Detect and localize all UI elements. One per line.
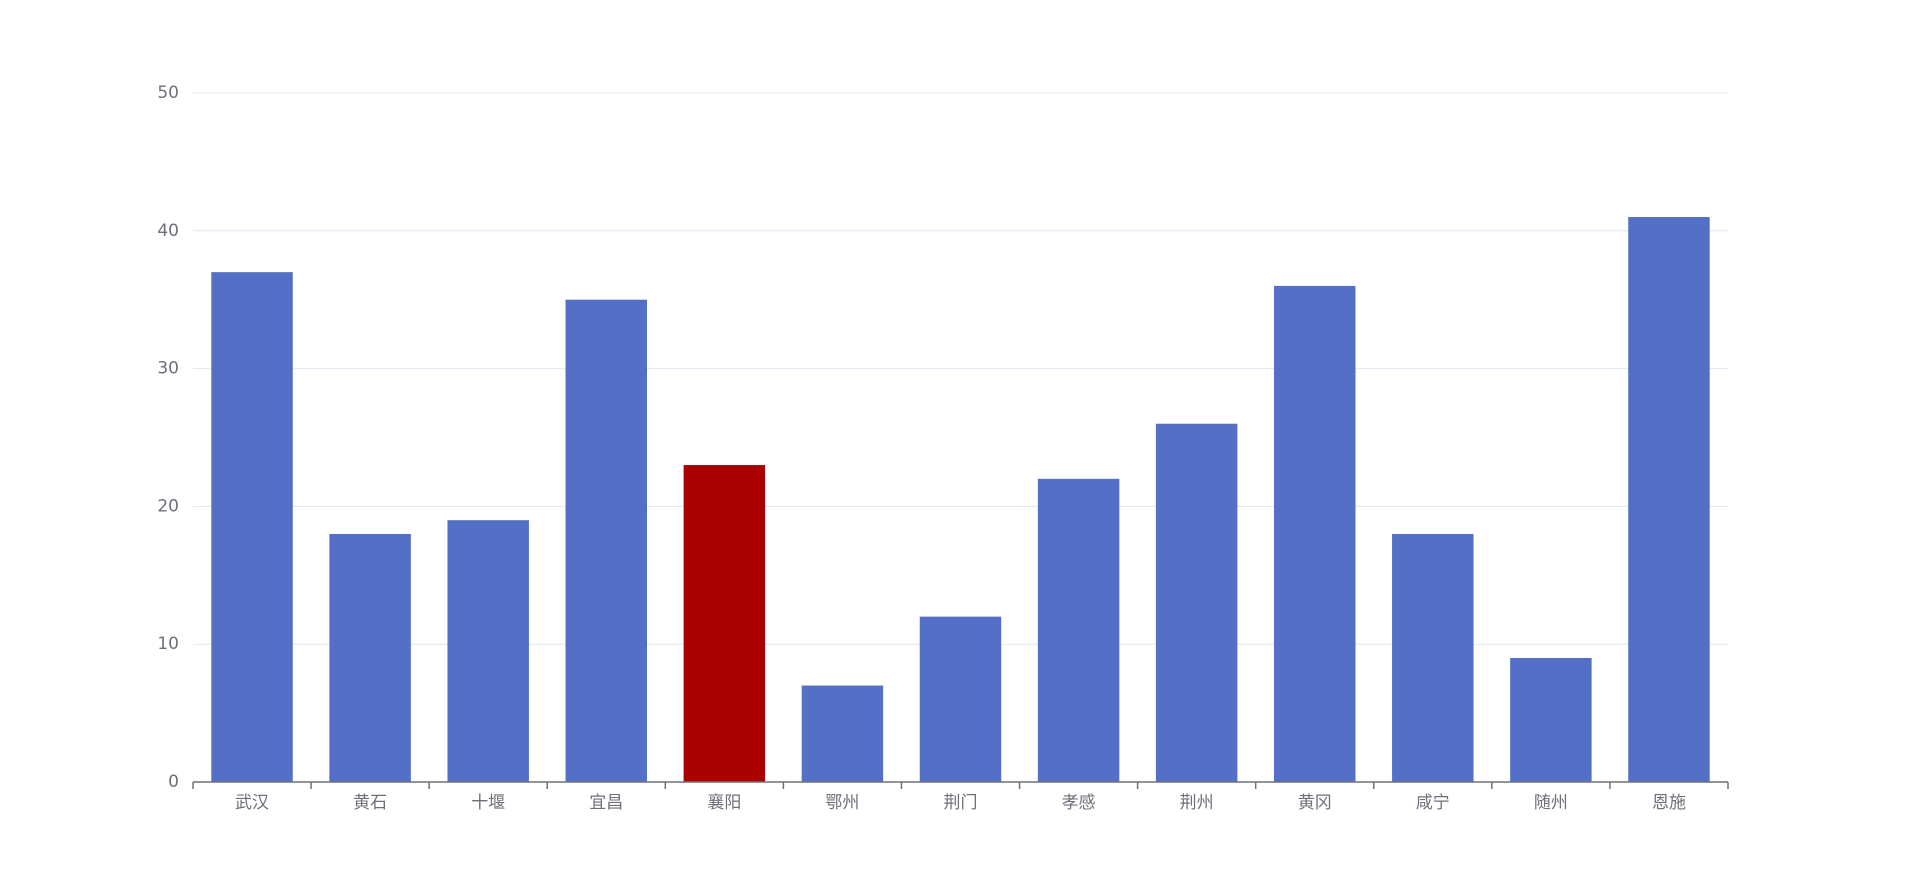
y-tick-label: 30: [157, 359, 179, 379]
x-tick-label: 荆州: [1180, 793, 1214, 813]
bar: [683, 465, 766, 782]
bar: [447, 520, 529, 782]
x-tick-label: 荆门: [944, 793, 978, 813]
x-tick-label: 咸宁: [1416, 793, 1450, 813]
bar: [1155, 423, 1238, 782]
bar: [1392, 533, 1474, 782]
x-tick-label: 恩施: [1652, 793, 1686, 813]
x-tick-label: 黄冈: [1298, 793, 1332, 813]
bar: [211, 272, 293, 782]
bar: [565, 299, 648, 782]
y-tick-label: 50: [157, 83, 179, 103]
y-tick-label: 20: [157, 496, 179, 516]
bar: [919, 616, 1002, 782]
x-tick-label: 襄阳: [707, 792, 741, 813]
bar: [329, 533, 411, 782]
x-tick-label: 随州: [1534, 793, 1568, 813]
y-tick-label: 0: [168, 772, 179, 792]
bar: [801, 685, 884, 782]
y-tick-label: 10: [157, 634, 179, 654]
bar: [1628, 217, 1710, 782]
x-tick-label: 黄石: [353, 793, 387, 813]
bar: [1037, 478, 1120, 782]
x-tick-label: 十堰: [471, 793, 505, 813]
bar: [1273, 285, 1356, 782]
x-tick-label: 宜昌: [589, 793, 623, 813]
x-tick-label: 鄂州: [825, 793, 859, 813]
y-tick-label: 40: [157, 221, 179, 241]
x-tick-label: 武汉: [235, 793, 269, 813]
x-tick-label: 孝感: [1062, 793, 1096, 813]
bar: [1510, 657, 1592, 782]
